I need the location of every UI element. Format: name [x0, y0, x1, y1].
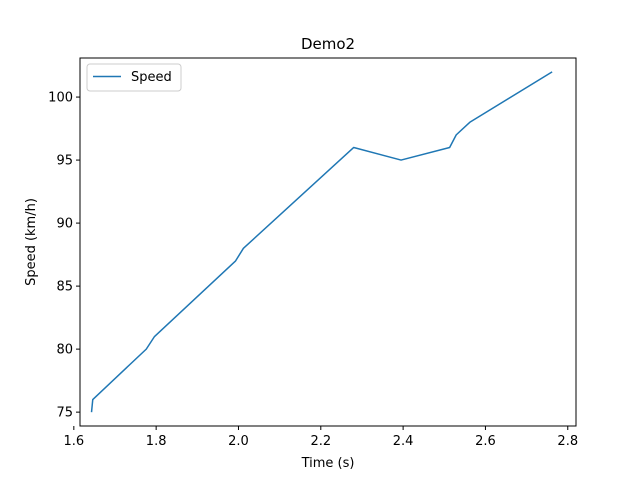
x-tick-label: 2.8	[557, 434, 578, 449]
legend-box	[86, 63, 182, 92]
x-tick-label: 2.2	[310, 434, 331, 449]
y-tick-label: 75	[56, 406, 73, 421]
y-tick-label: 90	[56, 217, 73, 232]
y-axis-label: Speed (km/h)	[24, 198, 39, 286]
x-axis-label: Time (s)	[301, 456, 355, 471]
y-axis: 75 80 85 90 95 100	[48, 91, 80, 421]
legend: Speed	[86, 63, 182, 92]
y-tick-label: 95	[56, 154, 73, 169]
chart-title: Demo2	[301, 35, 355, 53]
x-tick-label: 1.6	[63, 434, 84, 449]
x-tick-label: 2.4	[393, 434, 414, 449]
x-axis: 1.6 1.8 2.0 2.2 2.4 2.6 2.8	[63, 426, 578, 449]
x-tick-label: 2.0	[228, 434, 249, 449]
y-tick-label: 85	[56, 280, 73, 295]
y-tick-label: 80	[56, 343, 73, 358]
x-tick-label: 2.6	[475, 434, 496, 449]
y-tick-label: 100	[48, 91, 73, 106]
x-tick-label: 1.8	[146, 434, 167, 449]
series-layer	[90, 71, 553, 413]
legend-label-speed: Speed	[131, 70, 172, 85]
series-line-speed	[90, 71, 553, 413]
axes-frame	[79, 57, 577, 427]
